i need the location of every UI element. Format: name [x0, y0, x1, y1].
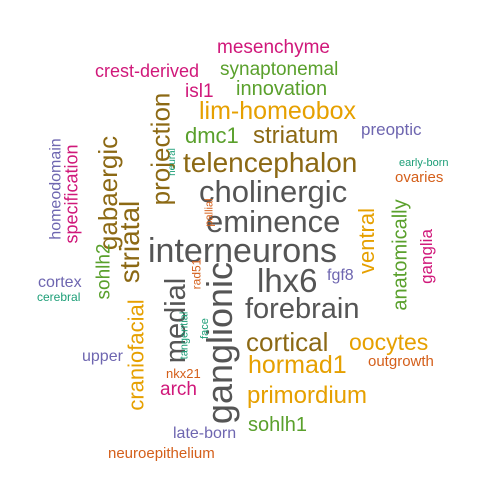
word-isl1: isl1	[185, 81, 214, 102]
word-crest-derived: crest-derived	[95, 61, 200, 81]
word-early-born: early-born	[399, 157, 449, 169]
word-anatomically: anatomically	[389, 199, 412, 311]
word-ventral: ventral	[354, 207, 380, 275]
word-mesenchyme: mesenchyme	[217, 37, 330, 58]
word-cortex: cortex	[38, 274, 82, 291]
word-telencephalon: telencephalon	[183, 147, 358, 178]
word-cortical: cortical	[246, 327, 329, 357]
word-specification: specification	[61, 144, 82, 244]
word-face: face	[198, 318, 211, 339]
word-oocytes: oocytes	[349, 329, 429, 355]
word-dmc1: dmc1	[185, 123, 239, 148]
word-sohlh2: sohlh2	[93, 243, 115, 300]
word-forebrain: forebrain	[245, 293, 360, 325]
word-neural: neural	[166, 148, 178, 176]
word-lhx6: lhx6	[257, 262, 318, 299]
word-gabaergic: gabaergic	[93, 135, 124, 251]
word-upper: upper	[82, 348, 123, 365]
word-homeodomain: homeodomain	[47, 138, 65, 240]
word-hormad1: hormad1	[248, 351, 347, 379]
word-ganglionic: ganglionic	[199, 261, 241, 425]
word-striatum: striatum	[253, 122, 339, 149]
word-tangential: tangential	[178, 311, 191, 360]
word-pallial: pallial	[203, 198, 216, 227]
word-outgrowth: outgrowth	[368, 353, 434, 370]
word-eminence: eminence	[206, 204, 341, 239]
word-neuroepithelium: neuroepithelium	[108, 445, 215, 462]
word-late-born: late-born	[173, 425, 237, 442]
word-interneurons: interneurons	[148, 232, 338, 270]
word-ganglia: ganglia	[416, 229, 436, 284]
word-sohlh1: sohlh1	[248, 414, 307, 436]
word-synaptonemal: synaptonemal	[220, 59, 339, 80]
word-cholinergic: cholinergic	[199, 174, 348, 209]
word-rad51: rad51	[189, 258, 204, 290]
word-fgf8: fgf8	[327, 267, 354, 284]
word-lim-homeobox: lim-homeobox	[199, 97, 357, 125]
word-ovaries: ovaries	[395, 169, 444, 186]
word-innovation: innovation	[236, 78, 328, 100]
word-craniofacial: craniofacial	[123, 299, 149, 411]
word-primordium: primordium	[247, 382, 368, 409]
word-cerebral: cerebral	[37, 290, 81, 304]
word-arch: arch	[160, 379, 197, 400]
word-nkx21: nkx21	[166, 366, 201, 381]
word-preoptic: preoptic	[361, 120, 422, 139]
